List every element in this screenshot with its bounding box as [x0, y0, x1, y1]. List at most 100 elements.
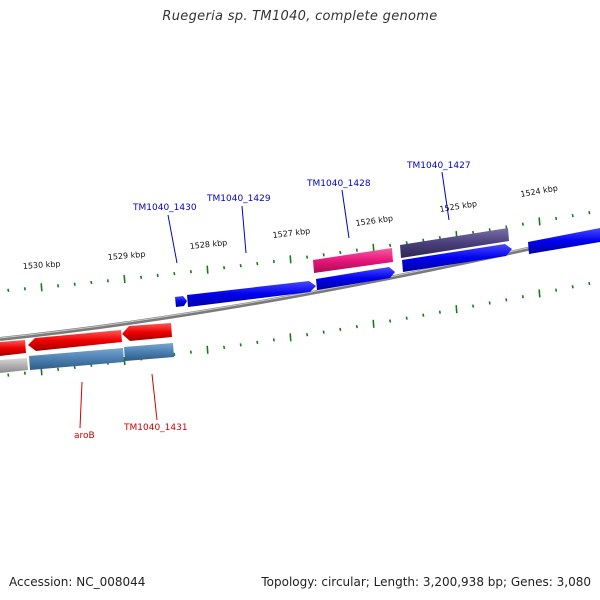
tick-inner-major-12: [206, 345, 209, 354]
gene-label-tm1040-1430[interactable]: TM1040_1430: [132, 203, 197, 213]
tick-inner-minor-11: [189, 350, 192, 354]
genome-backbone-highlight: [0, 231, 600, 339]
cds-arrow-tm1040-1427[interactable]: [402, 244, 512, 272]
tick-inner-minor-19: [322, 330, 325, 334]
scale-label-1529: 1529 kbp: [107, 250, 145, 262]
tick-outer-minor-24: [405, 241, 408, 245]
tick-inner-minor-4: [73, 365, 76, 370]
leader-tm1040-1430: [167, 214, 178, 264]
tick-inner-minor-3: [57, 367, 60, 372]
tick-outer-minor-23: [389, 243, 392, 247]
label-leaders: [79, 171, 450, 429]
tick-outer-minor-20: [339, 250, 342, 255]
tick-inner-major-27: [455, 305, 458, 314]
tick-inner-minor-14: [239, 343, 242, 347]
tick-inner-minor-1: [23, 371, 26, 375]
tick-outer-minor-4: [73, 282, 76, 286]
tick-outer-minor-6: [106, 279, 109, 283]
gene-label-tm1040-1429[interactable]: TM1040_1429: [206, 194, 271, 204]
scale-label-1524: 1524 kbp: [520, 184, 559, 199]
tick-outer-minor-1: [23, 287, 26, 291]
tick-inner-minor-34: [571, 285, 574, 289]
leader-tm1040-1431: [151, 373, 158, 421]
reverse-strand-features: [0, 323, 174, 373]
tick-inner-major-32: [538, 289, 541, 298]
tick-outer-minor-25: [422, 238, 425, 242]
tick-outer-minor-31: [521, 222, 524, 226]
tick-inner-minor-25: [422, 313, 425, 317]
tick-inner-minor-15: [256, 340, 259, 345]
scale-label-1526: 1526 kbp: [355, 214, 394, 228]
tick-outer-major-12: [206, 265, 209, 274]
tick-outer-minor-9: [156, 273, 159, 278]
tick-inner-major-17: [289, 333, 292, 342]
scale-label-1527: 1527 kbp: [272, 226, 311, 240]
gene-label-tm1040-1428[interactable]: TM1040_1428: [306, 179, 371, 189]
tick-inner-minor-10: [173, 352, 176, 357]
tick-outer-major-22: [372, 243, 375, 252]
scale-label-1525: 1525 kbp: [439, 199, 478, 214]
tick-inner-minor-13: [223, 345, 226, 350]
tick-inner-minor-21: [355, 324, 358, 329]
cds-arrow-arob[interactable]: [28, 330, 122, 351]
tick-outer-minor-8: [140, 275, 143, 279]
tick-inner-minor-33: [555, 288, 558, 292]
cds-arrow-tm1040-1427-upper[interactable]: [400, 228, 509, 258]
forward-strand-features: [175, 228, 600, 307]
cds-arrow-tm1040-1431[interactable]: [122, 323, 172, 341]
tick-outer-minor-34: [571, 213, 574, 218]
tick-outer-minor-19: [322, 253, 325, 257]
tick-inner-minor-23: [389, 319, 392, 323]
cds-arrow-tm1040-1429[interactable]: [316, 267, 395, 290]
tick-outer-major-17: [289, 255, 292, 264]
cds-arrow-right-edge[interactable]: [528, 228, 600, 254]
cds-arrow-arob-inner[interactable]: [29, 348, 124, 370]
genome-summary: Topology: circular; Length: 3,200,938 bp…: [261, 575, 591, 589]
tick-inner-minor-20: [339, 327, 342, 332]
tick-inner-minor-30: [505, 298, 508, 302]
leader-arob: [79, 381, 83, 429]
tick-outer-major-32: [538, 217, 541, 226]
tick-inner-minor-35: [588, 281, 591, 286]
tick-outer-minor-18: [306, 255, 309, 259]
gene-label-tm1040-1427[interactable]: TM1040_1427: [406, 161, 471, 171]
tick-inner-minor-24: [405, 316, 408, 320]
tick-inner-minor-29: [488, 301, 491, 305]
map-title: Ruegeria sp. TM1040, complete genome: [162, 9, 438, 24]
tick-inner-minor-18: [306, 333, 309, 337]
cds-arrow-left-edge-red[interactable]: [0, 340, 26, 356]
tick-outer-minor-13: [223, 266, 226, 270]
gene-label-tm1040-1431[interactable]: TM1040_1431: [123, 423, 188, 433]
tick-outer-minor-11: [189, 270, 192, 274]
gene-label-arob[interactable]: aroB: [74, 431, 95, 441]
tick-outer-minor-16: [272, 259, 275, 264]
tick-outer-major-2: [40, 283, 43, 292]
scale-label-1530: 1530 kbp: [23, 259, 61, 271]
tick-outer-minor-33: [555, 216, 558, 221]
tick-inner-minor-28: [472, 304, 475, 308]
tick-outer-minor-0: [7, 288, 10, 292]
tick-outer-minor-10: [173, 271, 176, 276]
scale-label-1528: 1528 kbp: [189, 238, 227, 251]
tick-inner-minor-0: [7, 373, 10, 377]
scale-ticks-outer: [7, 210, 591, 292]
cds-arrow-tm1040-1431-inner[interactable]: [124, 343, 174, 361]
tick-inner-major-7: [123, 357, 126, 366]
tick-inner-minor-31: [521, 295, 524, 299]
tick-inner-minor-26: [438, 310, 441, 314]
tick-inner-major-22: [372, 319, 375, 328]
tick-outer-minor-5: [90, 280, 93, 285]
leader-tm1040-1429: [241, 205, 247, 254]
cds-arrow-tm1040-1428[interactable]: [313, 248, 393, 273]
tick-outer-minor-3: [57, 284, 60, 288]
cds-arrow-left-edge-grey[interactable]: [0, 358, 28, 373]
leader-tm1040-1427: [441, 171, 450, 221]
accession-label: Accession: NC_008044: [9, 575, 146, 589]
cds-arrow-tm1040-1430-fragment[interactable]: [175, 296, 187, 307]
tick-outer-minor-35: [588, 210, 591, 215]
tick-outer-minor-15: [256, 261, 259, 266]
tick-outer-minor-21: [355, 248, 358, 252]
tick-inner-minor-16: [272, 338, 275, 342]
cds-arrow-tm1040-1430[interactable]: [187, 281, 316, 307]
tick-outer-minor-30: [505, 225, 508, 229]
